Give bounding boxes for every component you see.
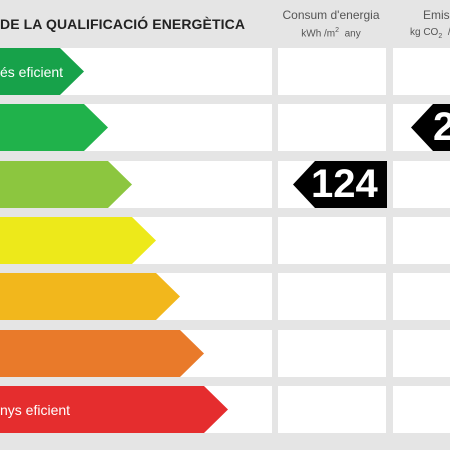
emissions-unit-slash: /: [448, 27, 450, 38]
rating-arrow-shape: [0, 161, 132, 208]
rating-arrow-shape: [0, 386, 228, 433]
emissions-unit: kg CO2 /: [393, 27, 450, 40]
consum-title: Consum d'energia: [282, 8, 380, 22]
emissions-cell: [393, 386, 450, 433]
consum-cell: [278, 104, 386, 151]
rating-arrow-shape: [0, 273, 180, 320]
emissions-unit-sub: 2: [438, 33, 443, 40]
emissions-cell: [393, 161, 450, 208]
emissions-cell: [393, 48, 450, 95]
emissions-indicator: [411, 104, 450, 151]
emissions-indicator-shape: [411, 104, 450, 151]
consum-indicator: [293, 161, 387, 208]
emissions-indicator-value: 2: [433, 105, 450, 149]
rating-arrow: [0, 273, 180, 320]
label-title: DE LA QUALIFICACIÓ ENERGÈTICA: [0, 16, 246, 32]
consum-unit-per: any: [344, 28, 361, 40]
emissions-cell: [393, 330, 450, 377]
rating-arrow-shape: [0, 104, 108, 151]
consum-header: Consum d'energia kWh /m2 any: [278, 8, 384, 39]
emissions-cell: [393, 217, 450, 264]
rating-arrow: [0, 330, 204, 377]
consum-unit-text: kWh /m: [301, 28, 336, 40]
rating-arrow: [0, 48, 84, 95]
consum-indicator-value: 124: [311, 162, 378, 206]
rating-arrow-shape: [0, 330, 204, 377]
rating-arrow-shape: [0, 217, 156, 264]
consum-unit: kWh /m2 any: [278, 27, 384, 39]
emissions-header: Emiss kg CO2 /: [393, 8, 450, 40]
consum-cell: [278, 330, 386, 377]
rating-arrow-label: és eficient: [0, 64, 64, 80]
rating-arrow: [0, 217, 156, 264]
consum-unit-sup: 2: [335, 27, 340, 34]
rating-arrow-label: nys eficient: [0, 402, 71, 418]
consum-cell: [278, 48, 386, 95]
rating-arrow: [0, 104, 108, 151]
rating-arrow: [0, 386, 228, 433]
consum-cell: [278, 217, 386, 264]
rating-arrow: [0, 161, 132, 208]
emissions-cell: [393, 273, 450, 320]
rating-arrow-shape: [0, 48, 84, 95]
emissions-unit-text: kg CO: [410, 27, 439, 38]
consum-cell: [278, 273, 386, 320]
consum-indicator-shape: [293, 161, 387, 208]
consum-cell: [278, 386, 386, 433]
emissions-title: Emiss: [423, 8, 450, 22]
